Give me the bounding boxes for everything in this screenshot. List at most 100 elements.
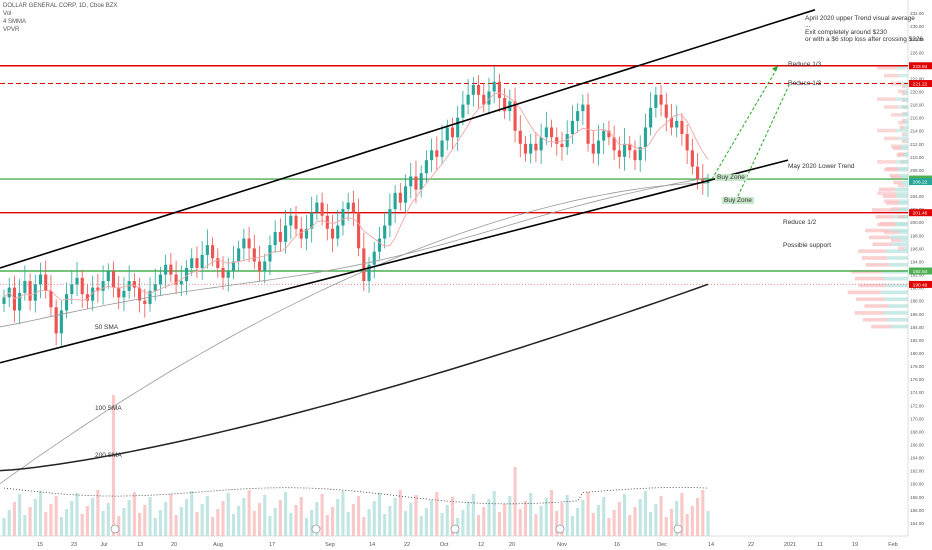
volume-bar [263, 495, 267, 536]
sma50-line [0, 177, 709, 328]
exit-note-line2: or with a $6 stop loss after crossing $2… [805, 36, 924, 43]
buy-zone-label-1: Buy Zone [715, 174, 747, 181]
vpvr-bar-sell [899, 125, 905, 130]
vpvr-bar-sell [902, 139, 906, 144]
candle-body [680, 120, 684, 134]
volume-bar [539, 506, 543, 536]
candle-body [310, 212, 314, 229]
volume-bar [461, 510, 465, 536]
candle-body [75, 277, 79, 285]
candle-body [638, 147, 642, 161]
candle-body [184, 268, 189, 282]
time-tick-label: 11 [817, 542, 823, 548]
volume-bar [85, 506, 90, 536]
price-tick-label: 204.00 [910, 194, 924, 199]
candle-body [591, 143, 595, 154]
vpvr-bar-buy [896, 194, 908, 199]
candle-body [211, 245, 215, 259]
smma-indicator-label: 4 SMMA [3, 19, 27, 25]
price-tick-label: 194.00 [910, 259, 924, 264]
candle-body [284, 225, 288, 242]
candle-body [586, 104, 590, 144]
volume-bar [654, 504, 658, 536]
candle-body [101, 281, 105, 291]
vpvr-bar-sell [898, 120, 904, 125]
time-tick-label: 20 [171, 542, 177, 548]
time-tick-label: 14 [708, 542, 714, 548]
candle-body [424, 160, 428, 174]
price-tick-label: 214.00 [910, 129, 924, 134]
candle-body [523, 143, 528, 154]
volume-bar [299, 497, 303, 536]
vpvr-bar-buy [904, 215, 908, 219]
time-tick-label: 22 [404, 542, 410, 548]
vpvr-bar-buy [905, 139, 908, 144]
volume-bar [346, 512, 350, 536]
volume-bar [330, 507, 335, 536]
volume-bar [591, 513, 595, 536]
volume-ma-line [3, 487, 709, 505]
time-tick-label: 13 [137, 542, 143, 548]
candle-body [28, 281, 32, 301]
price-tick-label: 180.00 [910, 351, 924, 356]
vpvr-bar-sell [858, 249, 886, 253]
vpvr-bar-buy [888, 263, 908, 267]
candle-body [696, 166, 700, 180]
volume-bar [80, 514, 84, 536]
candle-body [628, 143, 632, 151]
candle-body [54, 307, 58, 334]
vpvr-bar-buy [894, 187, 908, 192]
vpvr-bar-sell [868, 235, 891, 240]
price-tick-label: 230.00 [910, 24, 924, 29]
volume-bar [12, 502, 16, 536]
volume-bar [482, 507, 486, 536]
volume-bar [383, 514, 387, 536]
volume-bar [169, 494, 173, 536]
volume-bar [523, 501, 528, 536]
candle-body [622, 143, 627, 157]
volume-bar [706, 511, 710, 536]
time-tick-label: Feb [888, 542, 897, 548]
vpvr-bar-sell [898, 246, 904, 250]
vpvr-bar-buy [901, 180, 908, 185]
candle-body [476, 84, 481, 95]
volume-bar [576, 508, 580, 536]
vpvr-bar-sell [884, 136, 899, 141]
vpvr-bar-sell [902, 132, 906, 137]
candle-body [330, 228, 335, 239]
vpvr-bar-buy [882, 269, 908, 274]
volume-bar [289, 513, 293, 536]
volume-bar [622, 494, 627, 536]
volume-bar [148, 497, 152, 536]
candle-body [539, 137, 543, 151]
candle-body [445, 127, 449, 141]
vpvr-bar-buy [901, 175, 908, 180]
volume-bar [101, 511, 105, 536]
candle-body [96, 287, 100, 291]
candle-body [555, 137, 559, 144]
vpvr-bar-sell [891, 144, 902, 149]
vpvr-bar-buy [901, 207, 908, 211]
candle-body [158, 274, 163, 285]
vpvr-bar-buy [883, 311, 908, 315]
vpvr-bar-sell [875, 215, 894, 219]
volume-bar [669, 509, 674, 536]
candle-body [44, 274, 48, 291]
vpvr-bar-buy [904, 89, 908, 94]
volume-bar [643, 491, 647, 536]
event-marker-0 [110, 524, 120, 534]
candle-body [409, 176, 413, 187]
price-tick-label: 192.00 [910, 273, 924, 278]
volume-bar [680, 493, 684, 536]
volume-bar [357, 496, 361, 536]
vpvr-bar-sell [893, 180, 902, 185]
time-tick-label: Sep [325, 542, 335, 548]
event-marker-3 [555, 524, 565, 534]
price-tick-label: 184.00 [910, 325, 924, 330]
time-tick-label: 22 [748, 542, 754, 548]
price-label-bg [909, 178, 932, 186]
candle-body [49, 290, 53, 308]
event-marker-2 [450, 524, 460, 534]
price-tick-label: 156.00 [910, 508, 924, 513]
